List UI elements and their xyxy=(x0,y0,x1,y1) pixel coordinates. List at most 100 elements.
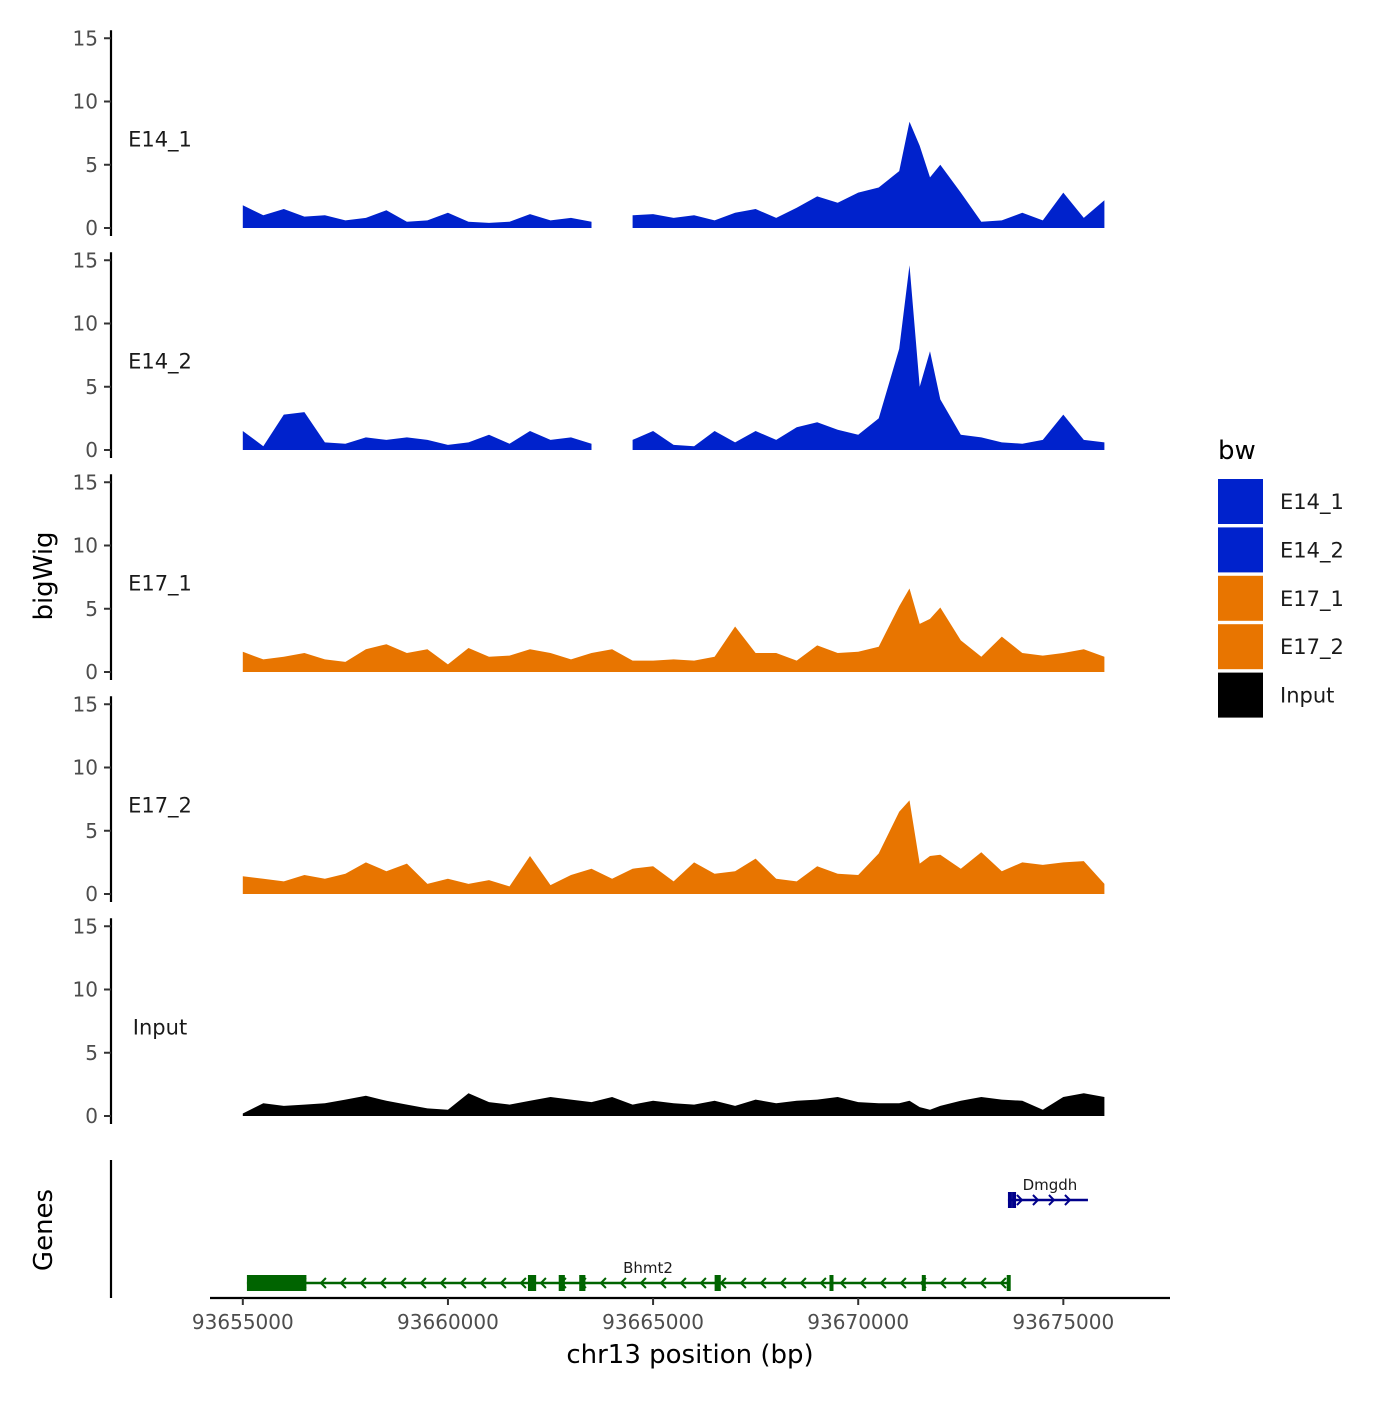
legend-title: bw xyxy=(1218,436,1256,466)
legend-label-Input: Input xyxy=(1280,684,1334,708)
legend-swatch-E17_2 xyxy=(1218,624,1263,670)
y-tick-label: 15 xyxy=(73,248,98,272)
signal-panels: 0 5 10 15 E14_1 0 5 10 15 E14_2 0 5 10 15 E17_1 0 5 10 15 E… xyxy=(73,26,1105,1128)
y-tick-label: 0 xyxy=(85,660,98,684)
panel-E14_2: 0 5 10 15 E14_2 xyxy=(73,248,1105,462)
panel-E17_1: 0 5 10 15 E17_1 xyxy=(73,470,1105,684)
signal-area-E17_1-0 xyxy=(242,588,1105,672)
gene-label-Bhmt2: Bhmt2 xyxy=(623,1259,673,1277)
legend: bw E14_1 E14_2 E17_1 E17_2 Input xyxy=(1218,436,1344,718)
y-tick-label: 0 xyxy=(85,216,98,240)
strand-chevron xyxy=(339,1277,347,1289)
signal-area-E14_1-0 xyxy=(242,205,592,228)
panel-E14_1: 0 5 10 15 E14_1 xyxy=(73,26,1105,240)
y-tick-label: 10 xyxy=(73,90,98,114)
legend-label-E17_2: E17_2 xyxy=(1280,635,1344,660)
genes-axis-title: Genes xyxy=(29,1189,59,1271)
strand-chevron xyxy=(759,1277,767,1289)
legend-swatch-E17_1 xyxy=(1218,575,1263,621)
panel-label-E14_1: E14_1 xyxy=(128,127,192,152)
strand-chevron xyxy=(439,1277,447,1289)
exon xyxy=(714,1275,721,1291)
y-tick-label: 0 xyxy=(85,438,98,462)
strand-chevron xyxy=(839,1277,847,1289)
x-tick-label: 93675000 xyxy=(1012,1310,1114,1334)
strand-chevron xyxy=(539,1277,547,1289)
strand-chevron xyxy=(1048,1194,1056,1206)
signal-area-Input-0 xyxy=(242,1093,1105,1116)
strand-chevron xyxy=(619,1277,627,1289)
y-tick-label: 0 xyxy=(85,882,98,906)
x-tick-label: 93660000 xyxy=(397,1310,499,1334)
strand-chevron xyxy=(979,1277,987,1289)
y-tick-label: 10 xyxy=(73,534,98,558)
strand-chevron xyxy=(939,1277,947,1289)
strand-chevron xyxy=(819,1277,827,1289)
strand-chevron xyxy=(799,1277,807,1289)
strand-chevron xyxy=(319,1277,327,1289)
x-tick-label: 93670000 xyxy=(807,1310,909,1334)
legend-label-E14_1: E14_1 xyxy=(1280,490,1344,515)
strand-chevron xyxy=(699,1277,707,1289)
exon xyxy=(527,1275,537,1291)
strand-chevron xyxy=(779,1277,787,1289)
exon xyxy=(246,1275,307,1291)
strand-chevron xyxy=(879,1277,887,1289)
strand-chevron xyxy=(739,1277,747,1289)
legend-label-E14_2: E14_2 xyxy=(1280,538,1344,563)
gene-Dmgdh: Dmgdh xyxy=(1007,1176,1088,1208)
exon xyxy=(1007,1192,1012,1208)
y-axis-title: bigWig xyxy=(29,531,59,620)
y-tick-label: 5 xyxy=(85,153,98,177)
y-tick-label: 10 xyxy=(73,756,98,780)
y-tick-label: 5 xyxy=(85,597,98,621)
y-tick-label: 10 xyxy=(73,978,98,1002)
strand-chevron xyxy=(479,1277,487,1289)
panel-label-Input: Input xyxy=(133,1015,187,1039)
x-axis-title: chr13 position (bp) xyxy=(566,1340,813,1370)
strand-chevron xyxy=(999,1277,1007,1289)
y-tick-label: 15 xyxy=(73,914,98,938)
legend-swatch-E14_2 xyxy=(1218,527,1263,573)
legend-swatch-Input xyxy=(1218,672,1263,718)
y-tick-label: 5 xyxy=(85,819,98,843)
strand-chevron xyxy=(719,1277,727,1289)
panel-Input: 0 5 10 15 Input xyxy=(73,914,1105,1128)
legend-swatch-E14_1 xyxy=(1218,479,1263,524)
y-tick-label: 0 xyxy=(85,1104,98,1128)
y-tick-label: 10 xyxy=(73,312,98,336)
panel-label-E17_1: E17_1 xyxy=(128,571,192,596)
y-tick-label: 15 xyxy=(73,470,98,494)
strand-chevron xyxy=(639,1277,647,1289)
strand-chevron xyxy=(519,1277,527,1289)
x-axis: 93655000 93660000 93665000 93670000 93675000 xyxy=(192,1296,1170,1334)
gene-Bhmt2: Bhmt2 xyxy=(246,1259,1011,1291)
strand-chevron xyxy=(859,1277,867,1289)
strand-chevron xyxy=(959,1277,967,1289)
strand-chevron xyxy=(399,1277,407,1289)
exon xyxy=(829,1275,834,1291)
panel-label-E14_2: E14_2 xyxy=(128,349,192,374)
y-tick-label: 5 xyxy=(85,1041,98,1065)
strand-chevron xyxy=(499,1277,507,1289)
exon xyxy=(1012,1192,1017,1208)
exon xyxy=(558,1275,565,1291)
gene-label-Dmgdh: Dmgdh xyxy=(1023,1176,1078,1194)
x-tick-label: 93665000 xyxy=(602,1310,704,1334)
strand-chevron xyxy=(359,1277,367,1289)
exon xyxy=(1006,1275,1011,1291)
exon xyxy=(921,1275,926,1291)
signal-area-E14_2-1 xyxy=(632,265,1105,450)
panel-label-E17_2: E17_2 xyxy=(128,793,192,818)
strand-chevron xyxy=(599,1277,607,1289)
signal-area-E14_1-1 xyxy=(632,121,1105,228)
strand-chevron xyxy=(1064,1194,1072,1206)
strand-chevron xyxy=(379,1277,387,1289)
strand-chevron xyxy=(659,1277,667,1289)
y-tick-label: 15 xyxy=(73,692,98,716)
signal-area-E14_2-0 xyxy=(242,412,592,450)
y-tick-label: 5 xyxy=(85,375,98,399)
x-tick-label: 93655000 xyxy=(192,1310,294,1334)
